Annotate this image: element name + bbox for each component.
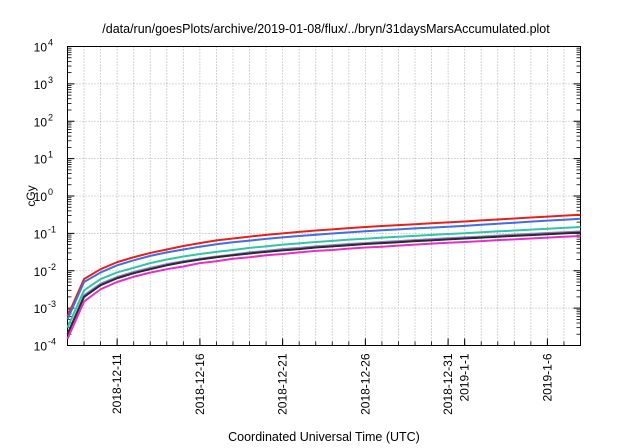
- chart-title: /data/run/goesPlots/archive/2019-01-08/f…: [102, 22, 550, 36]
- y-tick-label: 10: [34, 265, 48, 279]
- series-lines: [66, 213, 581, 340]
- x-tick-label: 2018-12-11: [110, 353, 124, 414]
- x-tick-label: 2018-12-16: [193, 353, 207, 415]
- x-tick-label: 2018-12-31: [441, 353, 455, 415]
- y-tick-label-exponent: 4: [48, 38, 53, 48]
- plot-frame: [67, 46, 581, 346]
- y-tick-label-exponent: 0: [48, 187, 53, 197]
- y-tick-label: 10: [34, 78, 48, 92]
- y-tick-label: 10: [34, 302, 48, 316]
- y-tick-label-exponent: 3: [48, 75, 53, 85]
- y-tick-label: 10: [34, 340, 48, 354]
- series-line-2: [66, 217, 581, 320]
- y-tick-label-exponent: -2: [48, 262, 56, 272]
- y-tick-label: 10: [34, 41, 48, 55]
- y-tick-label: 10: [34, 227, 48, 241]
- axis-ticks: [67, 46, 581, 346]
- y-tick-label: 10: [34, 190, 48, 204]
- y-axis-label: cGy: [24, 185, 38, 206]
- y-tick-label: 10: [34, 115, 48, 129]
- y-tick-label-exponent: 1: [48, 150, 53, 160]
- y-tick-label-exponent: -3: [48, 299, 56, 309]
- x-axis-label: Coordinated Universal Time (UTC): [228, 430, 420, 444]
- y-tick-label: 10: [34, 153, 48, 167]
- grid: [67, 46, 581, 346]
- x-tick-label: 2018-12-26: [358, 353, 372, 415]
- x-tick-labels: 2018-12-11 2018-12-16 2018-12-21 2018-12-26…: [110, 353, 554, 415]
- series-line-6: [66, 235, 581, 340]
- y-tick-label-exponent: -4: [48, 337, 56, 347]
- x-tick-label: 2019-1-6: [540, 353, 554, 401]
- x-tick-label: 2018-12-21: [276, 353, 290, 415]
- series-line-3: [66, 226, 581, 329]
- series-line-4: [66, 230, 581, 335]
- y-tick-label-exponent: -1: [48, 224, 56, 234]
- series-line-1: [66, 213, 581, 317]
- series-line-5: [66, 231, 581, 335]
- y-tick-label-exponent: 2: [48, 112, 53, 122]
- x-tick-label: 2019-1-1: [458, 353, 472, 401]
